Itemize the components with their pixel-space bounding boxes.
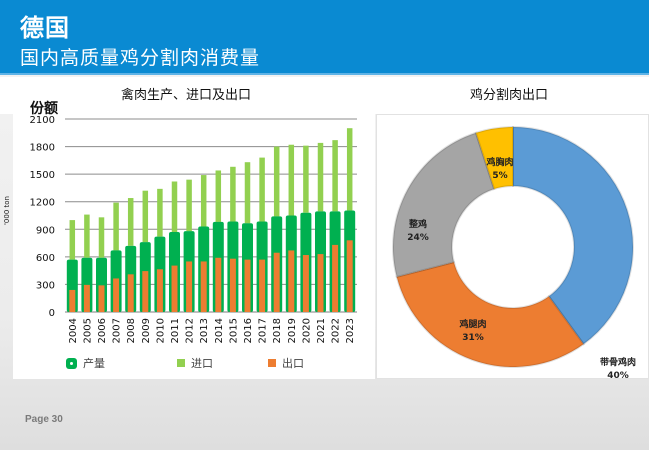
x-tick-label: 2022 [331, 318, 342, 343]
x-tick-label: 2005 [82, 318, 93, 343]
legend-label-import: 进口 [191, 357, 213, 370]
y-tick-label: 300 [36, 280, 55, 291]
bar-export [98, 285, 105, 312]
legend-item-production: 产量 [66, 355, 105, 371]
x-tick-label: 2015 [228, 318, 239, 343]
x-tick-label: 2007 [112, 318, 123, 343]
y-tick-label: 900 [36, 225, 55, 236]
bar-export [288, 250, 295, 312]
x-tick-label: 2021 [316, 318, 327, 343]
donut-slice-label: 鸡腿肉 [458, 318, 486, 330]
donut-slice [474, 125, 514, 191]
bar-import [288, 144, 295, 216]
bar-chart: 0 300 600 900 1200 1500 1800 2100 2004 2005 2006 20… [30, 115, 357, 343]
y-tick-label: 1500 [30, 170, 55, 181]
bar-export [259, 259, 266, 312]
bar-export [229, 258, 236, 312]
bar-export [244, 259, 251, 312]
slide-header: 德国 国内高质量鸡分割肉消费量 [0, 0, 649, 75]
bar-export [215, 257, 222, 312]
bar-import [332, 140, 338, 212]
bar-import [171, 181, 178, 233]
x-tick-label: 2017 [258, 318, 269, 343]
bar-export [171, 265, 178, 312]
donut-chart-title: 鸡分割肉出口 [470, 88, 549, 103]
x-tick-label: 2019 [287, 318, 298, 343]
donut-slice-value: 40% [607, 371, 629, 379]
x-tick-label: 2020 [301, 318, 312, 343]
bar-import [259, 157, 265, 222]
y-axis-title: 份额 [30, 101, 58, 117]
bar-export [332, 244, 339, 312]
legend-item-import: 进口 [177, 355, 213, 371]
y-tick-label: 600 [36, 253, 55, 264]
x-tick-label: 2012 [185, 318, 196, 343]
bar-import [215, 170, 222, 222]
x-tick-label: 2011 [170, 318, 181, 343]
x-tick-label: 2008 [126, 318, 137, 343]
bar-export [156, 269, 163, 312]
bar-import [113, 202, 119, 251]
donut-slice-label: 整鸡 [408, 218, 427, 230]
bar-chart-title: 禽肉生产、进口及出口 [121, 88, 252, 103]
bar-export [69, 289, 76, 312]
donut-slice-value: 31% [462, 333, 484, 343]
x-tick-label: 2014 [214, 318, 225, 343]
x-tick-label: 2016 [243, 318, 254, 343]
y-tick-label: 0 [49, 308, 55, 319]
donut-slice [395, 260, 585, 368]
bar-export [302, 255, 309, 312]
donut-slice-value: 5% [492, 171, 507, 181]
bar-export [273, 252, 280, 312]
x-tick-label: 2004 [68, 318, 79, 343]
x-tick-label: 2023 [345, 318, 356, 343]
y-tick-label: 2100 [30, 115, 55, 126]
bar-import [273, 146, 280, 217]
x-tick-label: 2013 [199, 318, 210, 343]
x-tick-label: 2006 [97, 318, 108, 343]
bar-export [186, 261, 193, 312]
donut-slice-value: 24% [407, 233, 429, 243]
bar-import [84, 214, 90, 258]
x-tick-label: 2018 [272, 318, 283, 343]
bar-import [244, 162, 251, 224]
bar-export [127, 274, 134, 312]
x-tick-label: 2009 [141, 318, 152, 343]
x-tick-label: 2010 [155, 318, 166, 343]
bar-export [317, 254, 324, 312]
bar-import [317, 142, 324, 212]
donut-slice [512, 125, 634, 346]
bar-import [186, 179, 192, 232]
slide-subtitle: 国内高质量鸡分割肉消费量 [20, 47, 261, 69]
legend-item-export: 出口 [268, 355, 304, 371]
donut-slice [392, 131, 496, 279]
legend-label-production: 产量 [83, 357, 105, 370]
bar-import [157, 188, 163, 237]
bar-export [200, 261, 207, 312]
bar-export [113, 278, 120, 312]
bar-import [127, 198, 134, 246]
bar-import [346, 128, 353, 211]
bar-import [200, 175, 207, 227]
bar-import [303, 145, 309, 213]
donut-slice-label: 带骨鸡肉 [600, 356, 636, 368]
slide-title: 德国 [20, 13, 70, 42]
legend-swatch-production [66, 357, 77, 369]
bar-import [142, 190, 149, 243]
bar-export [83, 284, 90, 312]
bar-import [69, 220, 76, 260]
bar-import [230, 166, 236, 222]
donut-slice-label: 鸡胸肉 [485, 156, 513, 168]
legend-swatch-import [177, 359, 185, 367]
bar-export [346, 240, 353, 312]
bar-import [98, 217, 105, 258]
donut-chart: 带骨鸡肉 40% 鸡腿肉 31% 整鸡 24% 鸡胸肉 5% [392, 125, 636, 379]
y-tick-label: 1800 [30, 143, 55, 154]
y-tick-label: 1200 [30, 198, 55, 209]
bar-export [142, 271, 149, 312]
page-number: Page 30 [25, 414, 63, 425]
legend-label-export: 出口 [282, 357, 304, 370]
legend-swatch-export [268, 359, 276, 367]
